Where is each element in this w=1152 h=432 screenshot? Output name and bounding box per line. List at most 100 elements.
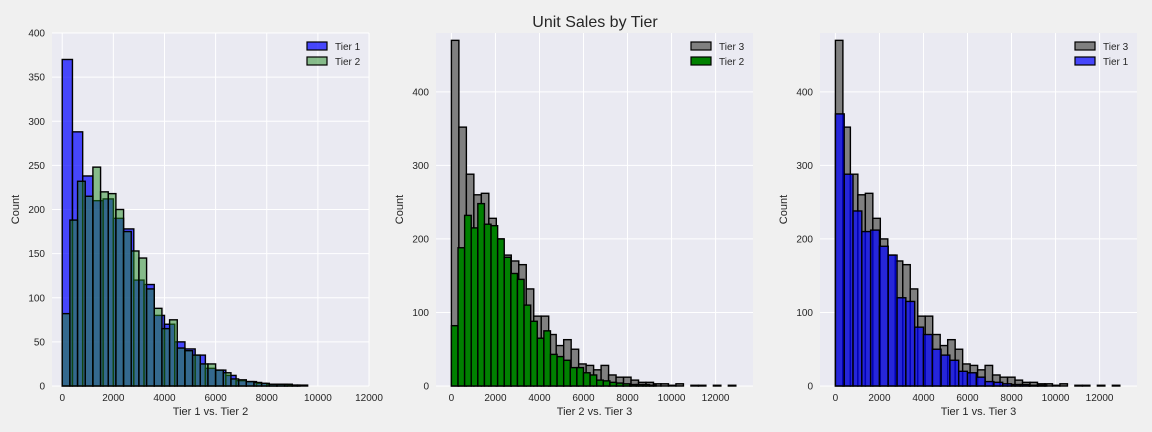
legend-swatch xyxy=(1074,41,1096,51)
y-axis-label: Count xyxy=(778,195,790,224)
y-tick-label: 400 xyxy=(796,87,813,98)
histogram-bar xyxy=(92,166,102,387)
legend: Tier 3 Tier 1 xyxy=(1074,41,1129,68)
x-tick-label: 4000 xyxy=(528,393,551,404)
histogram-bar xyxy=(130,250,140,387)
y-tick-label: 100 xyxy=(28,293,45,304)
legend: Tier 3 Tier 2 xyxy=(690,41,745,68)
histogram-bar xyxy=(940,354,951,387)
y-tick-label: 400 xyxy=(412,87,429,98)
series-tier-1 xyxy=(834,113,1048,387)
histogram-bar xyxy=(957,370,969,387)
y-tick-label: 0 xyxy=(423,382,429,393)
y-tick-label: 300 xyxy=(28,117,45,128)
y-tick-label: 200 xyxy=(796,234,813,245)
y-tick-label: 350 xyxy=(28,73,45,84)
x-tick-label: 12000 xyxy=(355,393,383,404)
histogram-bar xyxy=(727,384,737,387)
histogram-bar xyxy=(869,229,881,387)
y-tick-label: 150 xyxy=(28,249,45,260)
legend-label: Tier 3 xyxy=(719,42,745,53)
subplot-1: 0 2000 4000 6000 8000 10000 12000 0 50 100 150 200 2… xyxy=(10,29,383,419)
histogram-bar xyxy=(896,297,907,387)
histogram-bar xyxy=(690,384,700,387)
x-axis-label: Tier 2 vs. Tier 3 xyxy=(557,406,632,418)
y-tick-label: 0 xyxy=(807,382,813,393)
histogram-bar xyxy=(861,230,872,387)
histogram-bar xyxy=(1059,383,1069,387)
histogram-bar xyxy=(582,372,591,387)
legend-label: Tier 1 xyxy=(1103,57,1129,68)
subplot-2: 0 2000 4000 6000 8000 10000 12000 0 100 200 300 400… xyxy=(394,33,753,418)
histogram-bar xyxy=(496,238,505,387)
histogram-bar xyxy=(76,180,86,387)
histogram-bar xyxy=(529,320,538,387)
histogram-bar xyxy=(161,327,171,387)
histogram-bar xyxy=(576,366,585,387)
x-tick-label: 2000 xyxy=(868,393,891,404)
histogram-bar xyxy=(214,369,224,387)
legend-label: Tier 2 xyxy=(335,57,361,68)
histogram-bar xyxy=(1051,384,1061,387)
series-tier-2 xyxy=(450,202,657,387)
histogram-bar xyxy=(589,374,598,387)
histogram-bar xyxy=(138,257,148,387)
histogram-bar xyxy=(153,307,163,387)
histogram-bar xyxy=(667,384,677,387)
histogram-bar xyxy=(230,378,240,387)
legend-swatch xyxy=(1074,56,1096,66)
legend-swatch xyxy=(306,56,328,66)
histogram-bar xyxy=(1028,384,1039,387)
x-tick-label: 12000 xyxy=(1086,393,1114,404)
histogram-bar xyxy=(562,359,571,387)
x-tick-label: 12000 xyxy=(702,393,730,404)
subplot-3: 0 2000 4000 6000 8000 10000 12000 0 100 200 300 400… xyxy=(778,33,1137,418)
histogram-bar xyxy=(712,384,722,387)
histogram-bar xyxy=(843,173,854,387)
histogram-bar xyxy=(648,384,657,387)
histogram-bar xyxy=(477,202,486,387)
histogram-bar xyxy=(931,348,942,387)
histogram-bar xyxy=(523,304,532,387)
x-tick-label: 8000 xyxy=(616,393,639,404)
histogram-bar xyxy=(483,223,492,387)
histogram-bar xyxy=(569,366,578,387)
histogram-bar xyxy=(1081,384,1091,387)
y-axis-label: Count xyxy=(10,195,22,224)
histogram-bar xyxy=(1019,383,1030,387)
histogram-bar xyxy=(1037,384,1048,387)
histogram-bar xyxy=(596,379,605,387)
histogram-bar xyxy=(61,312,71,387)
histogram-bar xyxy=(283,383,294,387)
histogram-bar xyxy=(1010,383,1022,387)
x-tick-label: 10000 xyxy=(304,393,332,404)
histogram-bar xyxy=(207,363,217,387)
histogram-bar xyxy=(913,326,925,387)
legend-label: Tier 1 xyxy=(335,42,361,53)
y-tick-label: 100 xyxy=(796,308,813,319)
x-tick-label: 6000 xyxy=(572,393,595,404)
histogram-bar xyxy=(245,380,255,387)
y-axis-label: Count xyxy=(394,195,406,224)
histogram-bar xyxy=(470,227,479,387)
legend: Tier 1 Tier 2 xyxy=(306,41,361,68)
x-tick-label: 4000 xyxy=(153,393,176,404)
histogram-bar xyxy=(635,383,644,387)
y-tick-label: 50 xyxy=(34,337,46,348)
histogram-bar xyxy=(629,383,638,387)
histogram-bar xyxy=(516,278,525,387)
histogram-bar xyxy=(556,355,565,387)
y-tick-label: 300 xyxy=(796,161,813,172)
histogram-bar xyxy=(966,372,977,387)
histogram-bar xyxy=(84,195,94,387)
histogram-bar xyxy=(543,330,552,387)
histogram-bar xyxy=(1074,384,1084,387)
x-tick-label: 4000 xyxy=(912,393,935,404)
histogram-bar xyxy=(168,319,178,387)
legend-swatch xyxy=(690,41,712,51)
histogram-bar xyxy=(878,245,889,387)
histogram-bar xyxy=(993,381,1004,387)
y-tick-label: 400 xyxy=(28,29,45,40)
y-tick-label: 200 xyxy=(412,234,429,245)
